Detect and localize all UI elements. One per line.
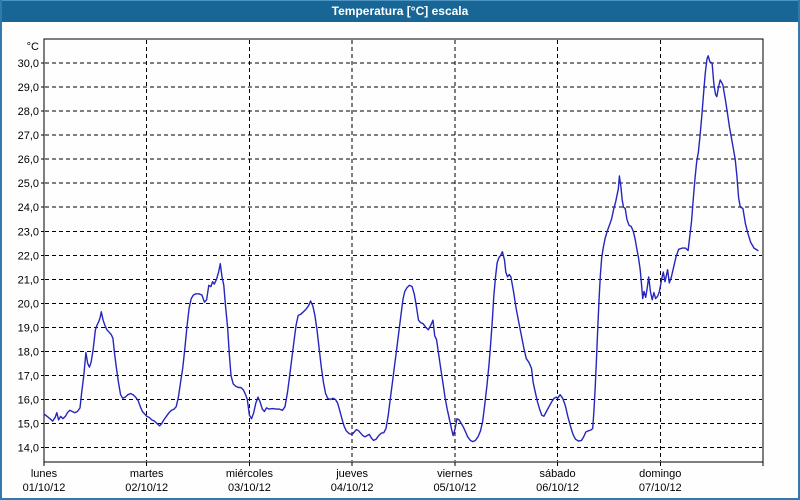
day-label: sábado (540, 468, 576, 480)
y-tick-label: 15,0 (18, 419, 39, 431)
y-tick-label: 25,0 (18, 178, 39, 190)
y-tick-label: 17,0 (18, 370, 39, 382)
y-tick-label: 22,0 (18, 250, 39, 262)
date-label: 03/10/12 (228, 482, 271, 494)
date-label: 02/10/12 (125, 482, 168, 494)
date-label: 05/10/12 (433, 482, 476, 494)
day-label: jueves (335, 468, 368, 480)
y-tick-label: 20,0 (18, 298, 39, 310)
y-tick-label: 24,0 (18, 202, 39, 214)
y-tick-label: 30,0 (18, 58, 39, 70)
day-label: domingo (639, 468, 681, 480)
plot-border (43, 38, 764, 463)
date-label: 07/10/12 (639, 482, 682, 494)
title-bar: Temperatura [°C] escala (2, 0, 798, 22)
y-tick-label: 29,0 (18, 82, 39, 94)
y-tick-label: 27,0 (18, 130, 39, 142)
y-tick-label: 23,0 (18, 226, 39, 238)
temperature-line (43, 55, 759, 443)
y-axis-unit-label: °C (27, 41, 39, 53)
y-tick-label: 26,0 (18, 154, 39, 166)
y-tick-label: 28,0 (18, 106, 39, 118)
day-label: lunes (31, 468, 58, 480)
date-label: 01/10/12 (23, 482, 66, 494)
y-tick-label: 14,0 (18, 443, 39, 455)
y-tick-label: 19,0 (18, 322, 39, 334)
date-label: 04/10/12 (331, 482, 374, 494)
window-title: Temperatura [°C] escala (331, 4, 469, 18)
y-tick-label: 21,0 (18, 274, 39, 286)
day-label: miércoles (226, 468, 274, 480)
date-label: 06/10/12 (536, 482, 579, 494)
y-tick-label: 18,0 (18, 346, 39, 358)
day-label: martes (130, 468, 164, 480)
day-label: viernes (437, 468, 473, 480)
y-tick-label: 16,0 (18, 395, 39, 407)
